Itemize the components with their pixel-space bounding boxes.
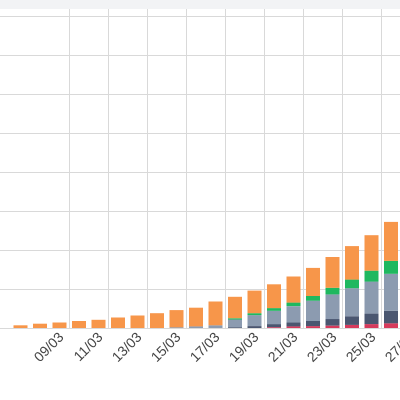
bar-20-03-series-3	[267, 308, 281, 311]
bar-22-03-series-2	[306, 300, 320, 321]
bar-16-03-series-2	[189, 326, 203, 328]
bar-26-03-series-4	[384, 221, 398, 261]
bar-24-03-series-4	[345, 246, 359, 280]
bar-20-03-series-2	[267, 310, 281, 325]
bar-16-03-series-4	[189, 307, 203, 327]
bar-26-03-series-1	[384, 310, 398, 324]
bar-18-03-series-2	[228, 319, 242, 328]
grid	[0, 9, 400, 329]
x-axis-ticks: 09/03 11/03 13/03 15/03 17/03 19/03 21/03 23/03…	[31, 329, 400, 365]
bar-24-03-series-1	[345, 316, 359, 325]
bar-21-03-series-1	[286, 322, 301, 327]
x-tick-label: 23/03	[304, 329, 340, 365]
bar-20-03-series-0	[267, 327, 281, 328]
bar-23-03-series-2	[325, 294, 340, 320]
bar-22-03-series-1	[306, 321, 320, 327]
bar-20-03-series-1	[267, 324, 281, 328]
bar-21-03-series-4	[286, 276, 301, 303]
bars	[13, 221, 398, 328]
bar-12-03-series-4	[111, 317, 125, 328]
bar-19-03-series-2	[247, 315, 262, 326]
bar-21-03-series-0	[286, 326, 301, 328]
bar-08-03-series-4	[33, 323, 47, 328]
bar-26-03-series-2	[384, 273, 398, 311]
bar-20-03-series-4	[267, 284, 281, 309]
bar-23-03-series-4	[325, 257, 340, 288]
bar-21-03-series-3	[286, 302, 301, 307]
bar-17-03-series-2	[208, 325, 223, 328]
bar-18-03-series-1	[228, 327, 242, 328]
bar-19-03-series-3	[247, 313, 262, 316]
x-tick-label: 19/03	[226, 329, 262, 365]
bar-10-03-series-4	[72, 321, 86, 328]
bar-22-03-series-0	[306, 326, 320, 328]
x-tick-label: 27/03	[382, 329, 400, 365]
bar-24-03-series-0	[345, 324, 359, 328]
bar-14-03-series-4	[150, 313, 164, 328]
top-strip	[0, 0, 400, 9]
bar-25-03-series-1	[364, 313, 379, 325]
bar-24-03-series-3	[345, 279, 359, 289]
bar-07-03-series-4	[13, 325, 28, 328]
bar-24-03-series-2	[345, 288, 359, 317]
bar-22-03-series-3	[306, 296, 320, 301]
x-tick-label: 25/03	[343, 329, 379, 365]
bar-15-03-series-2	[169, 327, 184, 328]
x-tick-label: 17/03	[187, 329, 223, 365]
bar-25-03-series-0	[364, 324, 379, 328]
bar-11-03-series-4	[91, 319, 106, 328]
bar-18-03-series-4	[228, 296, 242, 319]
bar-22-03-series-4	[306, 267, 320, 296]
bar-23-03-series-3	[325, 287, 340, 295]
x-tick-label: 11/03	[70, 329, 106, 365]
bar-26-03-series-3	[384, 260, 398, 274]
bar-21-03-series-2	[286, 306, 301, 323]
bar-25-03-series-4	[364, 235, 379, 271]
x-tick-label: 13/03	[109, 329, 145, 365]
bar-18-03-series-3	[228, 318, 242, 320]
bar-23-03-series-0	[325, 325, 340, 328]
bar-13-03-series-4	[130, 315, 145, 328]
bar-23-03-series-1	[325, 319, 340, 326]
bar-25-03-series-2	[364, 281, 379, 314]
bar-09-03-series-4	[52, 322, 67, 328]
bar-26-03-series-0	[384, 323, 398, 328]
x-tick-label: 09/03	[31, 329, 67, 365]
x-tick-label: 15/03	[148, 329, 184, 365]
bar-25-03-series-3	[364, 270, 379, 282]
bar-17-03-series-4	[208, 301, 223, 326]
bar-19-03-series-4	[247, 290, 262, 314]
x-tick-label: 21/03	[265, 329, 301, 365]
bar-15-03-series-4	[169, 310, 184, 328]
bar-19-03-series-1	[247, 326, 262, 328]
